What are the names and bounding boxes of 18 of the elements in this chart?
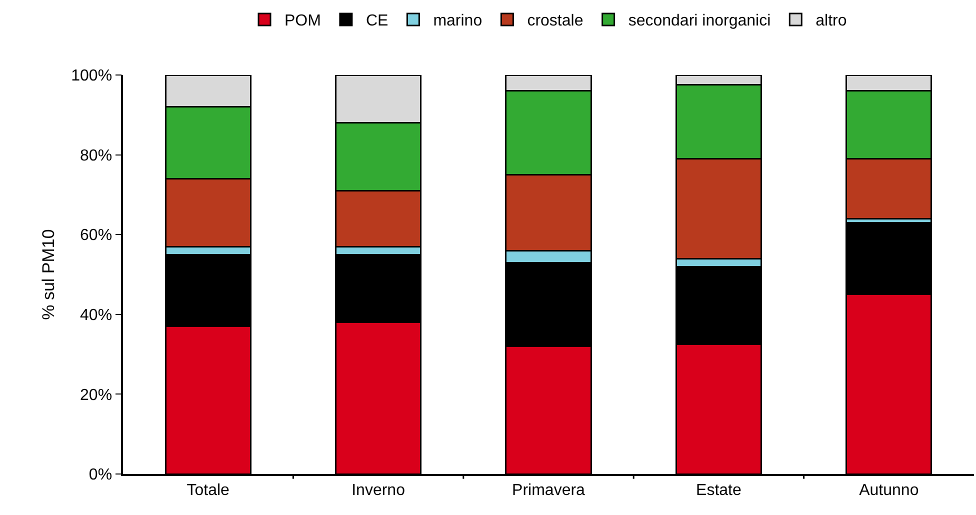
legend-label: POM	[284, 12, 321, 30]
legend-label: marino	[433, 12, 482, 30]
y-tick-label: 60%	[80, 227, 112, 244]
y-tick-label: 40%	[80, 307, 112, 324]
x-tick-label: Inverno	[352, 482, 406, 499]
y-tick-label: 20%	[80, 386, 112, 404]
legend-label: crostale	[527, 12, 584, 30]
x-tick-label: Autunno	[859, 482, 919, 499]
legend-label: secondari inorganici	[628, 12, 771, 30]
y-axis-title: % sul PM10	[39, 229, 58, 320]
y-tick-label: 80%	[80, 147, 112, 164]
x-tick-label: Totale	[186, 482, 230, 499]
x-tick-label: Estate	[696, 482, 742, 499]
y-tick-label: 100%	[71, 68, 112, 85]
x-tick-label: Primavera	[512, 482, 586, 499]
y-tick-label: 0%	[88, 466, 112, 484]
legend-label: altro	[816, 12, 847, 30]
legend-label: CE	[366, 12, 388, 30]
